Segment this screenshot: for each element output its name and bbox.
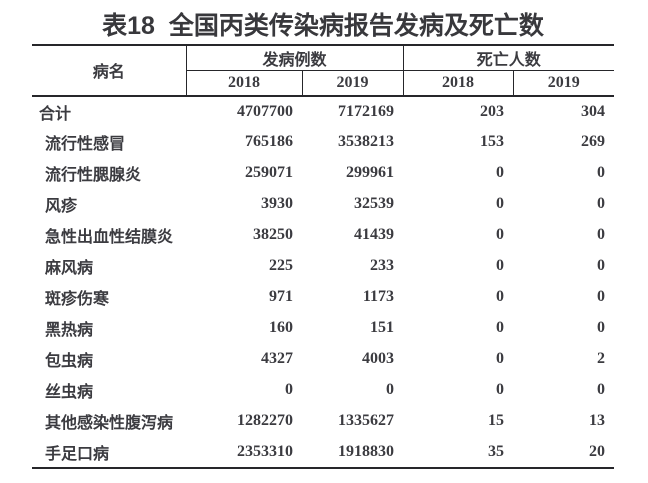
value-cell: 0 — [496, 319, 505, 336]
disease-name-cell: 急性出血性结膜炎 — [45, 229, 174, 246]
table-row: 黑热病 160 151 0 0 — [32, 313, 614, 344]
value-cell: 0 — [496, 288, 505, 305]
value-cell: 0 — [597, 226, 606, 243]
disease-name-cell: 黑热病 — [45, 322, 94, 339]
value-cell: 3538213 — [338, 133, 395, 150]
value-cell: 765186 — [245, 133, 293, 150]
disease-name-cell: 丝虫病 — [45, 384, 94, 401]
header-row-years: 2018 2019 2018 2019 — [32, 70, 615, 97]
value-cell: 304 — [581, 102, 606, 120]
disease-name-cell: 其他感染性腹泻病 — [45, 415, 174, 432]
table-row: 包虫病 4327 4003 0 2 — [32, 344, 614, 375]
table-row: 风疹 3930 32539 0 0 — [32, 189, 614, 220]
value-cell: 1282270 — [237, 412, 293, 429]
table-row: 麻风病 225 233 0 0 — [32, 251, 614, 282]
value-cell: 0 — [597, 195, 606, 212]
value-cell: 0 — [496, 226, 505, 243]
column-header-cases-2018: 2018 — [186, 70, 303, 97]
value-cell: 2353310 — [237, 442, 293, 460]
disease-name-cell: 手足口病 — [45, 445, 110, 463]
value-cell: 0 — [496, 350, 505, 367]
value-cell: 4327 — [261, 350, 293, 367]
value-cell: 32539 — [354, 195, 395, 212]
value-cell: 0 — [496, 381, 505, 398]
value-cell: 4707700 — [237, 102, 293, 120]
value-cell: 38250 — [253, 226, 293, 243]
value-cell: 15 — [488, 412, 505, 429]
column-group-reported-cases: 发病例数 — [186, 45, 404, 71]
table-header: 病名 发病例数 死亡人数 2018 2019 2018 2019 — [32, 45, 615, 97]
disease-name-cell: 斑疹伤寒 — [45, 291, 110, 308]
table-row: 其他感染性腹泻病 1282270 1335627 15 13 — [32, 406, 614, 437]
value-cell: 0 — [285, 381, 293, 398]
value-cell: 269 — [581, 133, 606, 150]
page-title: 表18 全国丙类传染病报告发病及死亡数 — [102, 12, 544, 40]
value-cell: 151 — [370, 319, 395, 336]
header-row-groups: 病名 发病例数 死亡人数 — [32, 45, 615, 97]
table-row: 合计 4707700 7172169 203 304 — [32, 96, 614, 127]
value-cell: 153 — [480, 133, 505, 150]
value-cell: 0 — [597, 257, 606, 274]
value-cell: 160 — [269, 319, 293, 336]
value-cell: 7172169 — [338, 102, 395, 120]
value-cell: 20 — [589, 442, 606, 460]
table-row: 流行性腮腺炎 259071 299961 0 0 — [32, 158, 614, 189]
table-row: 流行性感冒 765186 3538213 153 269 — [32, 127, 614, 158]
value-cell: 233 — [370, 257, 395, 274]
table-row: 手足口病 2353310 1918830 35 20 — [32, 437, 614, 468]
value-cell: 2 — [597, 350, 606, 367]
value-cell: 0 — [597, 164, 606, 181]
value-cell: 971 — [269, 288, 293, 305]
disease-name-cell: 麻风病 — [45, 260, 94, 277]
disease-name-cell: 流行性腮腺炎 — [45, 167, 142, 184]
table-row: 丝虫病 0 0 0 0 — [32, 375, 614, 406]
value-cell: 0 — [496, 195, 505, 212]
statistics-table: 病名 发病例数 死亡人数 2018 2019 2018 2019 合计 4707… — [32, 44, 615, 469]
value-cell: 3930 — [261, 195, 293, 212]
value-cell: 41439 — [354, 226, 395, 243]
value-cell: 0 — [597, 288, 606, 305]
value-cell: 1918830 — [338, 442, 395, 460]
value-cell: 0 — [597, 381, 606, 398]
disease-name-cell: 包虫病 — [45, 353, 94, 370]
column-header-deaths-2019: 2019 — [513, 70, 615, 97]
value-cell: 1335627 — [338, 412, 395, 429]
value-cell: 35 — [488, 442, 505, 460]
table-body: 合计 4707700 7172169 203 304 流行性感冒 765186 … — [32, 96, 614, 468]
column-group-deaths: 死亡人数 — [403, 45, 615, 71]
value-cell: 1173 — [362, 288, 395, 305]
value-cell: 259071 — [245, 164, 293, 181]
disease-name-cell: 风疹 — [45, 198, 78, 215]
table-row: 斑疹伤寒 971 1173 0 0 — [32, 282, 614, 313]
column-header-disease-name: 病名 — [32, 45, 187, 97]
value-cell: 0 — [496, 257, 505, 274]
value-cell: 299961 — [346, 164, 395, 181]
disease-name-cell: 合计 — [39, 105, 72, 123]
value-cell: 0 — [597, 319, 606, 336]
value-cell: 4003 — [362, 350, 395, 367]
value-cell: 225 — [269, 257, 293, 274]
column-header-deaths-2018: 2018 — [403, 70, 514, 97]
value-cell: 203 — [480, 102, 505, 120]
value-cell: 0 — [386, 381, 395, 398]
value-cell: 13 — [589, 412, 606, 429]
value-cell: 0 — [496, 164, 505, 181]
disease-name-cell: 流行性感冒 — [45, 136, 126, 153]
table-row: 急性出血性结膜炎 38250 41439 0 0 — [32, 220, 614, 251]
column-header-cases-2019: 2019 — [302, 70, 404, 97]
